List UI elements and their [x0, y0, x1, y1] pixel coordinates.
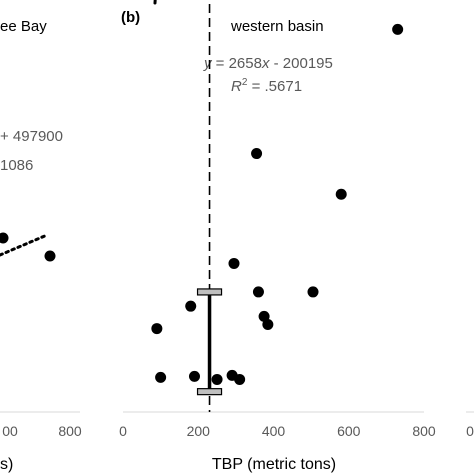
panel-c: 0	[466, 411, 474, 439]
data-point	[251, 148, 263, 160]
panel-a-points	[0, 232, 56, 262]
data-point	[252, 286, 264, 298]
r2-rest: = .5671	[247, 78, 302, 95]
panel-b-letter: (b)	[121, 9, 140, 26]
x-tick-label: 800	[412, 423, 436, 439]
panel-a-equation-fragment: + 497900	[0, 128, 63, 145]
panel-b-title: western basin	[230, 18, 324, 35]
x-tick-label: 400	[262, 423, 286, 439]
panel-a-trendline	[0, 233, 49, 257]
data-point	[151, 323, 163, 335]
panel-b-trendline	[153, 0, 157, 5]
error-bar-cap-top	[196, 288, 223, 296]
panel-a-title: ee Bay	[0, 18, 47, 35]
panel-b: (b) western basin y = 2658x - 200195 R2 …	[119, 0, 436, 473]
panel-c-x-tick-0: 0	[466, 423, 474, 439]
eq-x: x	[261, 55, 270, 72]
panel-a: ee Bay + 497900 1086 00 800 s)	[0, 18, 82, 473]
panel-b-points	[151, 23, 404, 385]
r2-r: R	[231, 78, 242, 95]
eq-mid: = 2658	[212, 55, 262, 72]
x-tick-label: 600	[337, 423, 361, 439]
eq-y: y	[203, 55, 213, 72]
panel-a-x-tick-2: 800	[58, 423, 82, 439]
data-point	[234, 373, 246, 385]
panel-b-x-axis-title: TBP (metric tons)	[212, 456, 336, 473]
panel-b-r-squared: R2 = .5671	[231, 77, 302, 95]
x-tick-label: 0	[119, 423, 127, 439]
x-tick-label: 200	[187, 423, 211, 439]
data-point	[188, 370, 200, 382]
data-point	[185, 300, 197, 312]
error-bar	[196, 288, 223, 396]
data-point	[262, 318, 274, 330]
panel-a-x-axis-title: s)	[0, 456, 13, 473]
data-point	[228, 257, 240, 269]
data-point	[155, 371, 167, 383]
panel-b-equation: y = 2658x - 200195	[203, 55, 333, 72]
data-point	[211, 373, 223, 385]
panel-a-r2-fragment: 1086	[0, 157, 33, 174]
r2-sup: 2	[242, 77, 248, 88]
data-point	[392, 23, 404, 35]
data-point	[0, 232, 9, 244]
panel-b-x-ticks: 0 200 400 600 800	[119, 423, 436, 439]
data-point	[335, 188, 347, 200]
data-point	[307, 286, 319, 298]
data-point	[44, 250, 56, 262]
panel-a-x-tick-1: 00	[2, 423, 18, 439]
error-bar-cap-bottom	[196, 388, 223, 396]
eq-rest: - 200195	[269, 55, 332, 72]
